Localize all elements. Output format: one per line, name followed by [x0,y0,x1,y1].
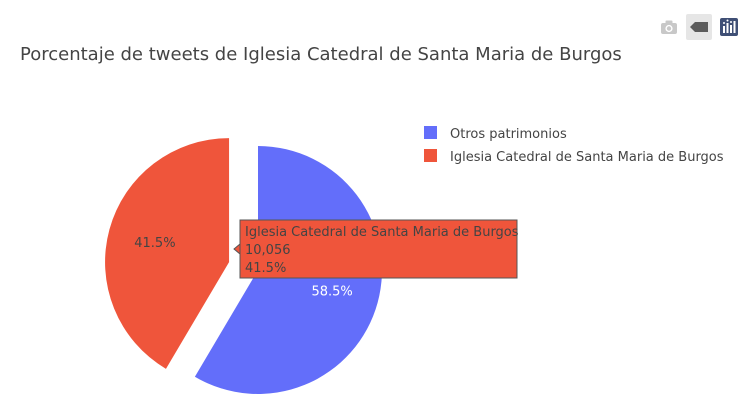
tooltip-percent: 41.5% [245,261,286,276]
tooltip-value: 10,056 [245,243,291,258]
plotly-logo-icon [720,18,738,36]
pie-slice-labels: 58.5% 41.5% [134,236,353,299]
tooltip-pointer [233,242,241,256]
legend-item-iglesia-catedral-de-santa-maria-de-burgos[interactable]: Iglesia Catedral de Santa Maria de Burgo… [450,150,724,165]
legend: Otros patrimonios Iglesia Catedral de San… [424,126,724,165]
download-plot-button[interactable] [656,14,682,40]
modebar [656,12,742,42]
pie-slice-iglesia-catedral-de-santa-maria-de-burgos[interactable] [105,138,230,369]
slice-percent-label: 58.5% [311,284,352,299]
tooltip-label: Iglesia Catedral de Santa Maria de Burgo… [245,225,519,240]
legend-swatch[interactable] [424,126,437,139]
hover-tooltip: Iglesia Catedral de Santa Maria de Burgo… [233,219,519,279]
chart-title: Porcentaje de tweets de Iglesia Catedral… [20,44,622,65]
camera-icon [661,20,677,34]
pan-icon [690,22,708,32]
plotly-logo-button[interactable] [716,14,742,40]
legend-swatch[interactable] [424,149,437,162]
legend-item-otros-patrimonios[interactable]: Otros patrimonios [450,127,567,142]
slice-percent-label: 41.5% [134,236,175,251]
pan-button[interactable] [686,14,712,40]
